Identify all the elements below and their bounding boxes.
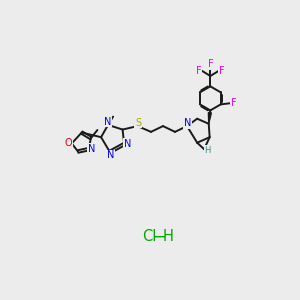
Text: −: −	[153, 228, 166, 246]
Text: F: F	[208, 59, 213, 69]
Text: N: N	[124, 139, 131, 149]
Text: H: H	[163, 230, 173, 244]
Text: N: N	[184, 118, 191, 128]
Polygon shape	[208, 112, 211, 124]
Text: N: N	[88, 144, 95, 154]
Text: F: F	[231, 98, 236, 108]
Text: F: F	[196, 66, 202, 76]
Text: S: S	[135, 118, 141, 128]
Text: H: H	[205, 146, 211, 155]
Text: F: F	[219, 66, 225, 76]
Text: N: N	[107, 150, 114, 161]
Text: N: N	[103, 117, 111, 127]
Text: O: O	[64, 138, 72, 148]
Text: Cl: Cl	[142, 230, 156, 244]
